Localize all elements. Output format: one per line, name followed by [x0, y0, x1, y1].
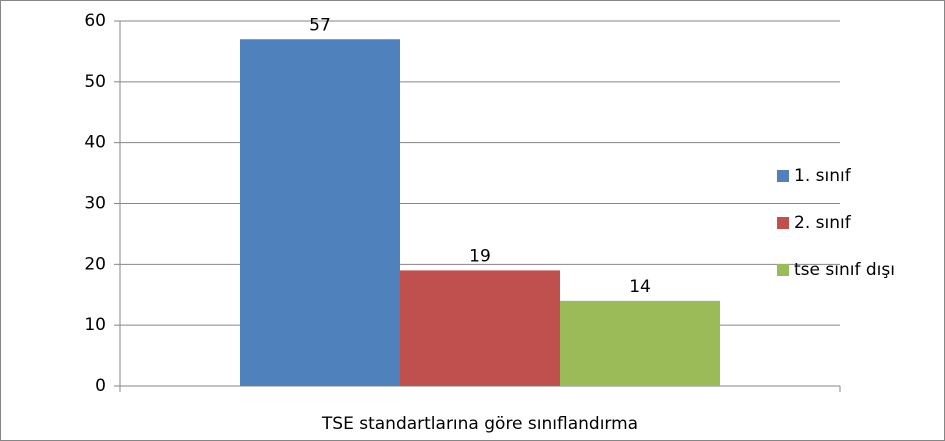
y-tick-label: 30	[84, 194, 106, 214]
legend-label: tse sınıf dışı	[794, 260, 895, 280]
legend-swatch	[777, 217, 789, 229]
bar	[560, 300, 721, 386]
legend-label: 2. sınıf	[794, 213, 852, 233]
y-tick-label: 10	[84, 315, 106, 335]
y-tick-label: 20	[84, 254, 106, 274]
data-label: 57	[309, 15, 331, 35]
x-tick-label: TSE standartlarına göre sınıflandırma	[321, 414, 638, 434]
bar	[399, 270, 561, 386]
data-label: 19	[469, 246, 491, 266]
y-tick-label: 0	[95, 376, 106, 396]
legend-swatch	[777, 264, 789, 276]
legend-swatch	[777, 170, 789, 182]
y-tick-label: 40	[84, 133, 106, 153]
legend-label: 1. sınıf	[794, 166, 852, 186]
y-tick-label: 60	[84, 11, 106, 31]
bar	[239, 39, 400, 386]
y-tick-label: 50	[84, 72, 106, 92]
data-label: 14	[629, 277, 651, 297]
